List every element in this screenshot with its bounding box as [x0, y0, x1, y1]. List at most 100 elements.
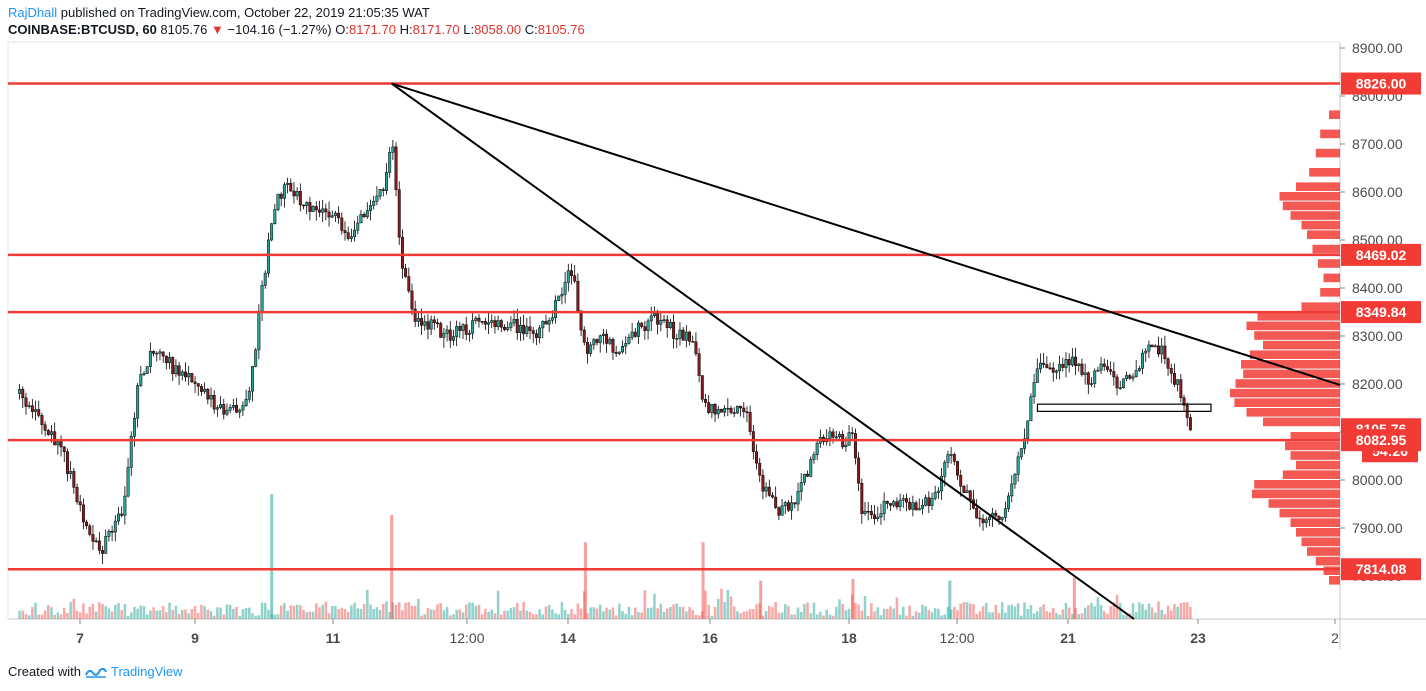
candle[interactable]: [24, 392, 28, 415]
candle[interactable]: [101, 545, 105, 564]
candle[interactable]: [771, 492, 774, 499]
candle[interactable]: [158, 348, 162, 361]
candle[interactable]: [952, 452, 956, 466]
candle[interactable]: [898, 493, 902, 512]
candle[interactable]: [110, 525, 114, 542]
candle[interactable]: [582, 326, 586, 346]
candle[interactable]: [215, 405, 219, 417]
candle[interactable]: [911, 495, 915, 517]
candle[interactable]: [608, 336, 612, 346]
candle[interactable]: [876, 506, 880, 522]
candle[interactable]: [541, 320, 545, 339]
candle[interactable]: [576, 273, 580, 312]
candle[interactable]: [662, 314, 666, 324]
candle[interactable]: [1061, 357, 1065, 372]
candle[interactable]: [815, 439, 819, 461]
candle[interactable]: [1102, 358, 1106, 371]
candle[interactable]: [525, 318, 529, 337]
candle[interactable]: [467, 329, 471, 342]
candle[interactable]: [774, 486, 778, 510]
candle[interactable]: [630, 322, 634, 341]
candle[interactable]: [190, 373, 194, 383]
candle[interactable]: [700, 375, 704, 403]
candle[interactable]: [547, 317, 551, 332]
candle[interactable]: [678, 322, 682, 346]
candle[interactable]: [356, 215, 360, 235]
candle[interactable]: [203, 382, 207, 395]
candle[interactable]: [308, 196, 312, 221]
candle[interactable]: [152, 350, 156, 357]
candle[interactable]: [145, 366, 149, 374]
candle[interactable]: [592, 337, 596, 350]
candle[interactable]: [171, 356, 175, 381]
candle[interactable]: [292, 182, 296, 204]
candle[interactable]: [1013, 472, 1017, 489]
candle[interactable]: [193, 376, 197, 393]
candle[interactable]: [85, 519, 89, 530]
candle[interactable]: [1128, 373, 1132, 380]
candle[interactable]: [34, 400, 38, 421]
candle[interactable]: [123, 486, 127, 525]
candle[interactable]: [748, 405, 752, 436]
candle[interactable]: [853, 428, 857, 465]
candle[interactable]: [614, 345, 618, 357]
candle[interactable]: [509, 316, 513, 332]
candle[interactable]: [442, 328, 446, 348]
candle[interactable]: [480, 320, 484, 325]
candle[interactable]: [279, 192, 283, 207]
candle[interactable]: [209, 387, 213, 408]
candle[interactable]: [933, 485, 937, 501]
candle[interactable]: [901, 494, 905, 508]
candle[interactable]: [1182, 394, 1186, 411]
candle[interactable]: [713, 403, 717, 422]
candle[interactable]: [675, 333, 679, 349]
candle[interactable]: [1083, 363, 1087, 385]
candle[interactable]: [416, 311, 420, 328]
candle[interactable]: [1019, 448, 1023, 460]
candle[interactable]: [1112, 362, 1116, 386]
candle[interactable]: [184, 362, 187, 382]
candle[interactable]: [432, 315, 436, 330]
candle[interactable]: [1086, 371, 1090, 395]
candle[interactable]: [573, 265, 577, 284]
candle[interactable]: [81, 498, 85, 530]
candle[interactable]: [1176, 379, 1180, 392]
candle[interactable]: [723, 405, 727, 417]
candle[interactable]: [825, 429, 829, 446]
candle[interactable]: [120, 506, 124, 518]
candle[interactable]: [1109, 361, 1113, 376]
candle[interactable]: [739, 405, 743, 417]
candle[interactable]: [59, 435, 63, 457]
candle[interactable]: [764, 482, 768, 498]
candle[interactable]: [538, 324, 542, 344]
candle[interactable]: [139, 365, 143, 387]
candle[interactable]: [649, 306, 653, 332]
candlesticks[interactable]: [18, 140, 1192, 564]
candle[interactable]: [780, 499, 784, 516]
candle[interactable]: [206, 388, 210, 405]
trendline-upper[interactable]: [391, 82, 1341, 386]
candle[interactable]: [946, 450, 950, 468]
candle[interactable]: [869, 504, 873, 519]
candle[interactable]: [959, 469, 963, 497]
candle[interactable]: [458, 321, 462, 338]
candle[interactable]: [461, 323, 465, 339]
candle[interactable]: [621, 340, 625, 354]
candle[interactable]: [1150, 344, 1154, 348]
candle[interactable]: [1070, 348, 1074, 368]
candle[interactable]: [697, 348, 701, 383]
symbol-label[interactable]: COINBASE:BTCUSD, 60: [8, 22, 157, 37]
candle[interactable]: [1003, 501, 1007, 522]
candle[interactable]: [927, 491, 931, 514]
candle[interactable]: [225, 403, 229, 417]
candle[interactable]: [333, 210, 337, 222]
candle[interactable]: [273, 203, 277, 225]
candle[interactable]: [924, 494, 928, 507]
candle[interactable]: [1188, 414, 1192, 431]
candle[interactable]: [895, 497, 899, 510]
candle[interactable]: [1029, 393, 1033, 422]
candle[interactable]: [1141, 348, 1145, 375]
candle[interactable]: [735, 405, 739, 415]
candle[interactable]: [69, 460, 73, 479]
candle[interactable]: [324, 203, 328, 221]
